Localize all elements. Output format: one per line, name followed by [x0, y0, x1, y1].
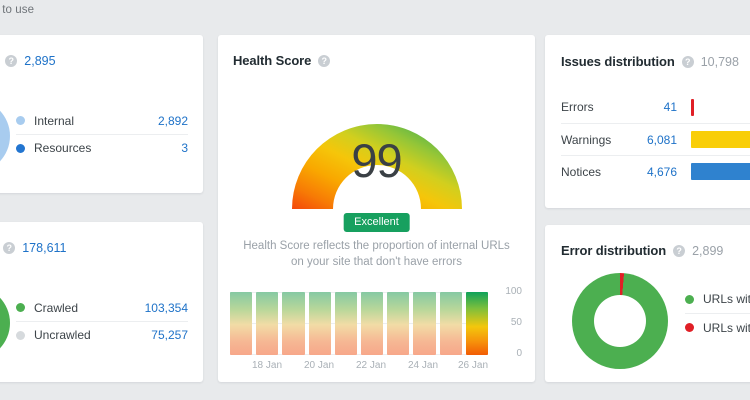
list-item-value[interactable]: 3 — [181, 141, 188, 155]
row-label: Notices — [561, 164, 602, 179]
x-tick-label: 24 Jan — [407, 360, 439, 371]
help-icon[interactable]: ? — [681, 55, 694, 68]
card-issues-distribution: Issues distribution ? 10,798 Errors 41 W… — [545, 35, 750, 208]
card-body: Internal 2,892 Resources 3 — [0, 83, 203, 188]
y-tick-label: 100 — [505, 286, 522, 297]
chart-bar[interactable] — [256, 292, 279, 355]
list-item-label: Resources — [34, 141, 92, 155]
page-title: Health Score — [233, 53, 312, 68]
y-tick-label: 50 — [510, 317, 522, 328]
card-body: Crawled 103,354 Uncrawled 75,257 — [0, 270, 203, 375]
card-total-count: 178,611 — [22, 240, 67, 255]
list-item-label: URLs with errors — [703, 320, 750, 335]
page-title: Issues distribution — [561, 54, 675, 69]
row-value[interactable]: 41 — [663, 100, 677, 114]
table-row[interactable]: Notices 4,676 — [561, 155, 750, 187]
chart-bar[interactable] — [230, 292, 253, 355]
help-icon[interactable]: ? — [673, 244, 686, 257]
chart-x-axis: 18 Jan 20 Jan 22 Jan 24 Jan 26 Jan — [230, 360, 488, 374]
chart-bar-current[interactable] — [465, 292, 489, 355]
row-value[interactable]: 4,676 — [646, 164, 677, 179]
y-tick-label: 0 — [516, 348, 522, 359]
chart-bar[interactable] — [439, 292, 462, 355]
legend-dot-icon — [16, 330, 25, 340]
card-header: links found ? 178,611 — [0, 240, 67, 255]
legend-list: Internal 2,892 Resources 3 — [16, 107, 188, 161]
card-header: distribution ? 2,895 — [0, 53, 56, 68]
row-bar — [691, 98, 694, 116]
list-item-label: URLs without errors — [703, 292, 750, 306]
legend-dot-icon — [16, 143, 25, 153]
legend-dot-icon — [685, 294, 694, 304]
card-header: Health Score ? — [233, 53, 331, 68]
chart-bar[interactable] — [334, 292, 358, 355]
card-error-distribution: Error distribution ? 2,899 URLs without … — [545, 225, 750, 382]
legend-list: Crawled 103,354 Uncrawled 75,257 — [16, 294, 188, 348]
row-label: Warnings — [561, 132, 612, 147]
list-item[interactable]: Crawled 103,354 — [16, 294, 188, 321]
donut-chart-icon — [0, 99, 10, 173]
card-total-count: 2,899 — [692, 243, 724, 258]
list-item-value[interactable]: 75,257 — [151, 328, 188, 342]
how-to-use-link[interactable]: ow to use — [0, 4, 35, 16]
row-value[interactable]: 6,081 — [646, 132, 677, 147]
legend-dot-icon — [16, 116, 25, 125]
list-item[interactable]: Resources 3 — [16, 134, 188, 161]
chart-bar[interactable] — [387, 292, 410, 355]
list-item-value[interactable]: 103,354 — [144, 300, 188, 315]
card-health-score: Health Score ? — [218, 35, 535, 382]
list-item-label: Uncrawled — [34, 328, 91, 342]
issues-list: Errors 41 Warnings 6,081 Notices 4,676 — [561, 91, 750, 187]
row-bar — [691, 131, 750, 148]
list-item[interactable]: Uncrawled 75,257 — [16, 321, 188, 348]
card-total-count: 10,798 — [700, 54, 739, 69]
bar-series — [230, 292, 489, 355]
status-badge: Excellent — [343, 213, 410, 232]
chart-y-axis: 100 50 0 — [494, 286, 522, 361]
card-total-count: 2,895 — [24, 53, 56, 68]
gauge-chart-icon: 99 — [282, 83, 472, 211]
donut-chart-icon — [572, 273, 668, 369]
card-links-found: links found ? 178,611 Crawled 103,354 Un… — [0, 222, 203, 382]
chart-bar[interactable] — [413, 292, 436, 355]
donut-chart-icon — [0, 286, 10, 360]
chart-bar[interactable] — [282, 292, 305, 355]
list-item[interactable]: URLs with errors — [685, 313, 750, 341]
gauge-arc — [291, 124, 462, 209]
help-icon[interactable]: ? — [318, 54, 331, 67]
table-row[interactable]: Errors 41 — [561, 91, 750, 123]
card-header: Error distribution ? 2,899 — [561, 243, 723, 258]
list-item[interactable]: Internal 2,892 — [16, 107, 188, 134]
list-item-label: Crawled — [34, 300, 79, 315]
help-icon[interactable]: ? — [3, 241, 16, 254]
x-tick-label: 20 Jan — [303, 360, 335, 371]
health-score-value: 99 — [351, 134, 402, 187]
health-score-description: Health Score reflects the proportion of … — [243, 240, 510, 268]
card-url-distribution: distribution ? 2,895 Internal 2,892 Reso… — [0, 35, 203, 193]
help-icon[interactable]: ? — [5, 54, 18, 67]
row-bar — [691, 163, 750, 180]
legend-list: URLs without errors URLs with errors — [685, 285, 750, 341]
page-title: Error distribution — [561, 243, 667, 258]
x-tick-label: 18 Jan — [251, 360, 283, 371]
list-item[interactable]: URLs without errors — [685, 285, 750, 313]
legend-dot-icon — [16, 303, 25, 312]
chart-bar[interactable] — [361, 292, 384, 355]
table-row[interactable]: Warnings 6,081 — [561, 123, 750, 155]
list-item-label: Internal — [34, 113, 75, 128]
top-bar: ow to use — [0, 0, 750, 22]
card-header: Issues distribution ? 10,798 — [561, 54, 739, 69]
x-tick-label: 26 Jan — [457, 360, 489, 371]
health-history-chart: 100 50 0 18 Jan 20 Jan 22 Jan 24 Jan 26 … — [230, 286, 523, 377]
row-label: Errors — [561, 100, 594, 114]
x-tick-label: 22 Jan — [355, 360, 387, 371]
legend-dot-icon — [685, 323, 694, 332]
chart-bar[interactable] — [308, 292, 331, 355]
list-item-value[interactable]: 2,892 — [157, 113, 188, 128]
